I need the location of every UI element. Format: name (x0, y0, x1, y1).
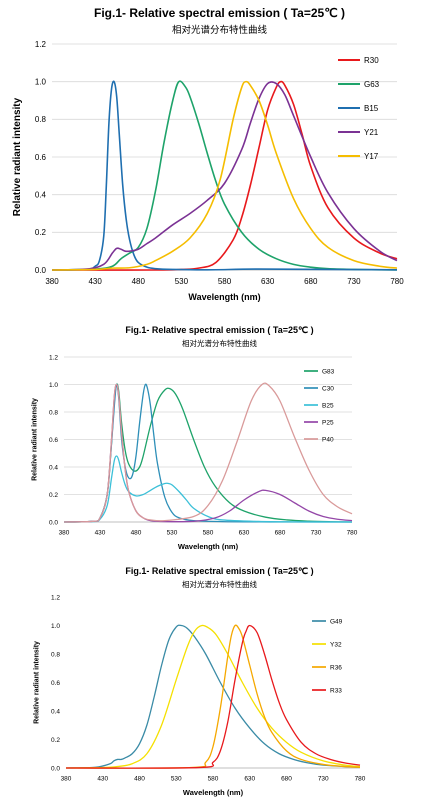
chart-subtitle: 相对光谱分布特性曲线 (171, 25, 267, 36)
spectral-chart-3: Fig.1- Relative spectral emission ( Ta=2… (0, 560, 439, 799)
y-tick-label: 0.8 (35, 115, 47, 124)
x-tick-label: 480 (131, 530, 142, 537)
x-tick-label: 630 (244, 776, 255, 783)
x-tick-label: 630 (261, 277, 275, 286)
y-tick-label: 0.4 (51, 708, 60, 715)
y-tick-label: 0.6 (51, 680, 60, 687)
legend-label: Y32 (330, 641, 342, 648)
spectral-chart-2: Fig.1- Relative spectral emission ( Ta=2… (0, 322, 439, 552)
series-line-g63 (51, 80, 398, 271)
chart-subtitle: 相对光谱分布特性曲线 (182, 339, 257, 348)
x-tick-label: 730 (318, 776, 329, 783)
x-tick-label: 680 (275, 530, 286, 537)
chart-title: Fig.1- Relative spectral emission ( Ta=2… (125, 566, 314, 576)
x-tick-label: 630 (239, 530, 250, 537)
y-tick-label: 1.0 (35, 77, 47, 86)
y-tick-label: 0.4 (49, 464, 58, 471)
y-axis-title: Relative radiant intensity (34, 641, 41, 724)
legend-label: P40 (322, 436, 334, 443)
x-axis-title: Wavelength (nm) (178, 542, 239, 551)
x-tick-label: 480 (132, 277, 146, 286)
series-line-b15 (51, 80, 398, 271)
chart-title: Fig.1- Relative spectral emission ( Ta=2… (93, 6, 345, 20)
x-tick-label: 430 (95, 530, 106, 537)
x-tick-label: 680 (304, 277, 318, 286)
x-tick-label: 430 (97, 776, 108, 783)
x-tick-label: 530 (167, 530, 178, 537)
y-tick-label: 1.0 (49, 382, 58, 389)
series-line-y21 (51, 81, 398, 271)
legend-label: R36 (330, 664, 342, 671)
x-axis-title: Wavelength (nm) (183, 788, 244, 797)
legend-label: R33 (330, 687, 342, 694)
legend-label: C30 (322, 385, 334, 392)
chart-svg: 0.0 0.2 0.4 0.6 0.8 1.0 1.2 380 430 480 530 580 630 6… (12, 40, 404, 302)
legend-label: P25 (322, 419, 334, 426)
series-line-r33 (65, 624, 361, 769)
series-line-r36 (65, 624, 361, 769)
y-tick-label: 1.0 (51, 623, 60, 630)
legend-label: B15 (364, 104, 379, 113)
x-tick-label: 430 (88, 277, 102, 286)
y-tick-label: 0.2 (49, 492, 58, 499)
y-tick-label: 0.6 (49, 437, 58, 444)
x-axis-title: Wavelength (nm) (188, 292, 260, 302)
y-tick-label: 0.4 (35, 190, 47, 199)
x-tick-label: 380 (45, 277, 59, 286)
x-tick-label: 380 (61, 776, 72, 783)
chart-title: Fig.1- Relative spectral emission ( Ta=2… (125, 325, 314, 335)
y-tick-label: 0.2 (35, 228, 47, 237)
x-tick-label: 730 (311, 530, 322, 537)
legend-label: G83 (322, 368, 335, 375)
y-tick-label: 0.6 (35, 153, 47, 162)
series-line-y32 (65, 624, 361, 769)
y-tick-label: 0.2 (51, 737, 60, 744)
x-tick-label: 530 (175, 277, 189, 286)
legend-label: Y17 (364, 152, 379, 161)
chart-svg: 0.0 0.2 0.4 0.6 0.8 1.0 1.2 380 430 480 530 580 630 6… (32, 354, 358, 551)
y-tick-label: 0.0 (49, 519, 58, 526)
y-tick-label: 0.8 (49, 409, 58, 416)
y-tick-label: 0.8 (51, 651, 60, 658)
x-tick-label: 780 (355, 776, 366, 783)
x-tick-label: 380 (59, 530, 70, 537)
x-tick-label: 480 (134, 776, 145, 783)
x-tick-label: 580 (218, 277, 232, 286)
y-tick-label: 0.0 (35, 266, 47, 275)
series-line-g49 (65, 624, 361, 769)
x-tick-label: 530 (171, 776, 182, 783)
chart-svg: 0.0 0.2 0.4 0.6 0.8 1.0 1.2 380 430 480 530 580 630 6… (34, 594, 366, 797)
series-line-y17 (51, 80, 398, 271)
x-tick-label: 780 (347, 530, 358, 537)
y-tick-label: 1.2 (51, 594, 60, 601)
y-tick-label: 1.2 (49, 354, 58, 361)
x-tick-label: 680 (281, 776, 292, 783)
legend-label: B25 (322, 402, 334, 409)
spectral-chart-1: Fig.1- Relative spectral emission ( Ta=2… (0, 0, 439, 302)
series-line-r30 (51, 80, 398, 271)
x-tick-label: 730 (347, 277, 361, 286)
y-tick-label: 1.2 (35, 40, 47, 49)
series-line-b25 (63, 455, 353, 523)
x-tick-label: 580 (208, 776, 219, 783)
y-axis-title: Relative radiant intensity (32, 398, 39, 481)
legend-label: Y21 (364, 128, 379, 137)
series-line-p40 (63, 382, 353, 523)
legend-label: R30 (364, 56, 379, 65)
chart-subtitle: 相对光谱分布特性曲线 (182, 580, 257, 589)
x-tick-label: 580 (203, 530, 214, 537)
legend-label: G63 (364, 80, 380, 89)
y-tick-label: 0.0 (51, 765, 60, 772)
y-axis-title: Relative radiant intensity (12, 97, 23, 216)
legend-label: G49 (330, 618, 343, 625)
x-tick-label: 780 (390, 277, 404, 286)
